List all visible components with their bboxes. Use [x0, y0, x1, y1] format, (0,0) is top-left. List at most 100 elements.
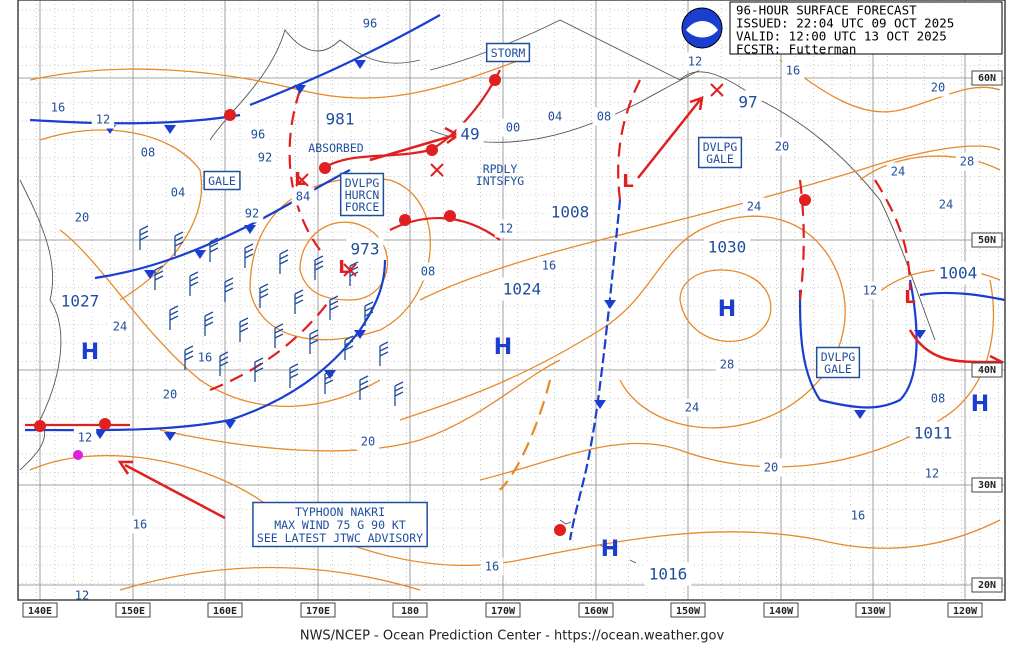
wind-barb	[184, 345, 194, 370]
high-center: H	[971, 392, 989, 417]
isobar-label: 12	[499, 222, 513, 236]
pressure-bg	[909, 421, 957, 445]
high-center: H	[718, 297, 736, 322]
label-bg	[73, 428, 97, 447]
lat-tag	[971, 70, 1003, 86]
pressure-bg	[498, 277, 546, 301]
warm-front-pip	[399, 214, 411, 226]
label-bg	[108, 317, 132, 336]
latitude-label: 40N	[978, 365, 996, 376]
isobar-label: 08	[931, 392, 945, 406]
pressure-value: 973	[351, 240, 380, 259]
warning-box	[203, 170, 241, 191]
cold-front-pip	[144, 270, 156, 279]
isobar	[249, 177, 431, 341]
lon-tag	[947, 602, 983, 618]
pressure-bg	[321, 107, 359, 131]
wind-barb	[289, 363, 299, 388]
warning-label: STORM	[491, 46, 526, 60]
position-x	[710, 83, 724, 97]
warm-front-pip	[319, 162, 331, 174]
label-bg	[886, 162, 910, 181]
pressure-value: 1008	[551, 203, 590, 222]
wind-barb	[154, 265, 164, 290]
lon-tag	[392, 602, 428, 618]
label-bg	[926, 389, 950, 408]
high-center: H	[494, 335, 512, 360]
warning-label-line: DVLPG	[821, 350, 856, 364]
label-bg	[158, 385, 182, 404]
isobar-label: 16	[51, 101, 65, 115]
front	[249, 14, 441, 107]
label-bg	[715, 355, 739, 374]
pressure-value: 1004	[939, 264, 978, 283]
warm-front-pip	[489, 74, 501, 86]
wind-barb	[379, 341, 389, 366]
label-bg	[46, 98, 70, 117]
position-x	[430, 163, 444, 177]
cold-front-pip	[294, 85, 306, 94]
note-line: INTSFYG	[476, 174, 525, 188]
label-bg	[91, 110, 115, 129]
lon-tag	[115, 602, 151, 618]
label-bg	[246, 125, 270, 144]
warm-front-pip	[426, 144, 438, 156]
isobar	[299, 221, 389, 301]
label-bg	[291, 187, 315, 206]
map-frame	[17, 0, 1006, 601]
note: RPDLY INTSFYG	[476, 162, 525, 188]
isobar	[29, 454, 1001, 566]
isobar-label: 20	[163, 388, 177, 402]
label-bg	[494, 219, 518, 238]
front	[919, 291, 1006, 302]
warning-label-line: DVLPG	[345, 176, 380, 190]
warning-box	[815, 346, 861, 379]
high-center: H	[601, 537, 619, 562]
warning-label: DVLPG GALE	[821, 350, 856, 376]
label-bg	[136, 143, 160, 162]
wind-barb	[274, 323, 284, 348]
pressure-bg	[734, 90, 762, 114]
cold-front-pip	[594, 400, 606, 409]
label-bg	[770, 137, 794, 156]
header-line: 96-HOUR SURFACE FORECAST	[736, 3, 917, 18]
label-bg	[240, 204, 264, 223]
isobar-label: 20	[764, 461, 778, 475]
isobar-label: 16	[485, 560, 499, 574]
isobar-label: 08	[141, 146, 155, 160]
pressure-bg	[346, 237, 384, 261]
label-bg	[858, 281, 882, 300]
typhoon-center	[73, 450, 83, 460]
front	[568, 199, 622, 541]
longitude-label: 160W	[584, 606, 609, 617]
pressure-value: 1024	[503, 280, 542, 299]
header-box	[729, 1, 1003, 55]
wind-barb	[394, 381, 404, 406]
typhoon-line: MAX WIND 75 G 90 KT	[274, 518, 406, 532]
pressure-bg	[546, 200, 594, 224]
isobar-label: 96	[251, 128, 265, 142]
label-bg	[683, 52, 707, 71]
cold-front-pip	[354, 330, 366, 339]
label-bg	[920, 464, 944, 483]
longitude-label: 180	[401, 606, 419, 617]
warning-label: GALE	[208, 174, 236, 188]
wind-barb	[189, 271, 199, 296]
lat-tag	[971, 477, 1003, 493]
front	[389, 217, 501, 241]
motion-arrow	[637, 99, 701, 179]
cold-front-pip	[354, 60, 366, 69]
isobar-label: 84	[296, 190, 310, 204]
cold-front-pip	[194, 250, 206, 259]
wind-barb	[294, 289, 304, 314]
longitude-label: 150W	[676, 606, 701, 617]
isobar-label: 08	[421, 265, 435, 279]
isobar-label: 16	[851, 509, 865, 523]
label-bg	[480, 557, 504, 576]
lon-tag	[300, 602, 336, 618]
cold-front-pip	[164, 125, 176, 134]
low-center: L	[338, 257, 349, 278]
latitude-label: 60N	[978, 73, 996, 84]
lon-tag	[22, 602, 58, 618]
label-bg	[193, 348, 217, 367]
